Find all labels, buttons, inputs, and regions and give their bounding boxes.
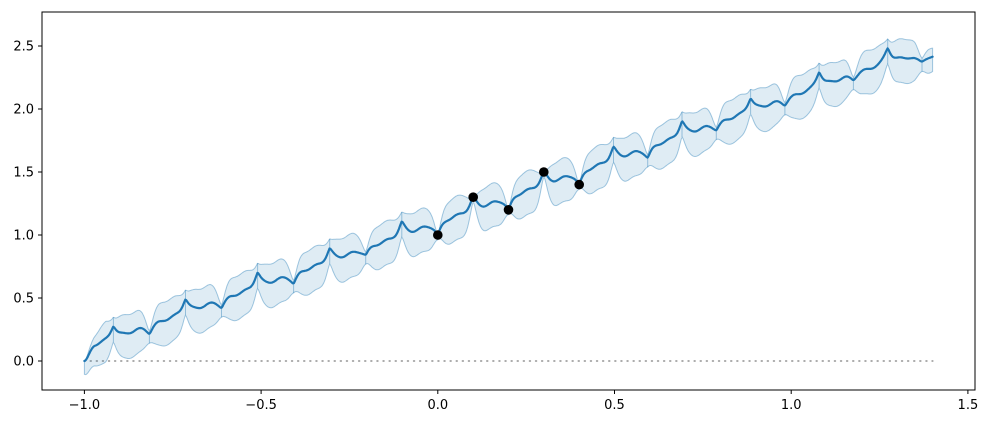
x-tick-label: −1.0 — [69, 398, 101, 413]
y-tick-label: 0.0 — [13, 355, 34, 370]
axes-frame — [41, 11, 976, 391]
observation-dot — [433, 230, 443, 240]
y-tick-label: 0.5 — [13, 292, 34, 307]
y-tick-label: 2.0 — [13, 103, 34, 118]
y-tick-label: 1.0 — [13, 229, 34, 244]
x-tick-label: 0.0 — [427, 398, 448, 413]
x-tick-label: 1.5 — [958, 398, 979, 413]
observation-dot — [574, 179, 584, 190]
y-tick-label: 1.5 — [13, 166, 34, 181]
observation-dot — [539, 167, 549, 177]
x-tick-label: 0.5 — [604, 398, 625, 413]
x-tick-label: 1.0 — [781, 398, 802, 413]
observation-dot — [468, 192, 479, 202]
observation-dot — [503, 205, 514, 215]
x-tick-label: −0.5 — [245, 398, 277, 413]
y-tick-label: 2.5 — [13, 40, 34, 55]
